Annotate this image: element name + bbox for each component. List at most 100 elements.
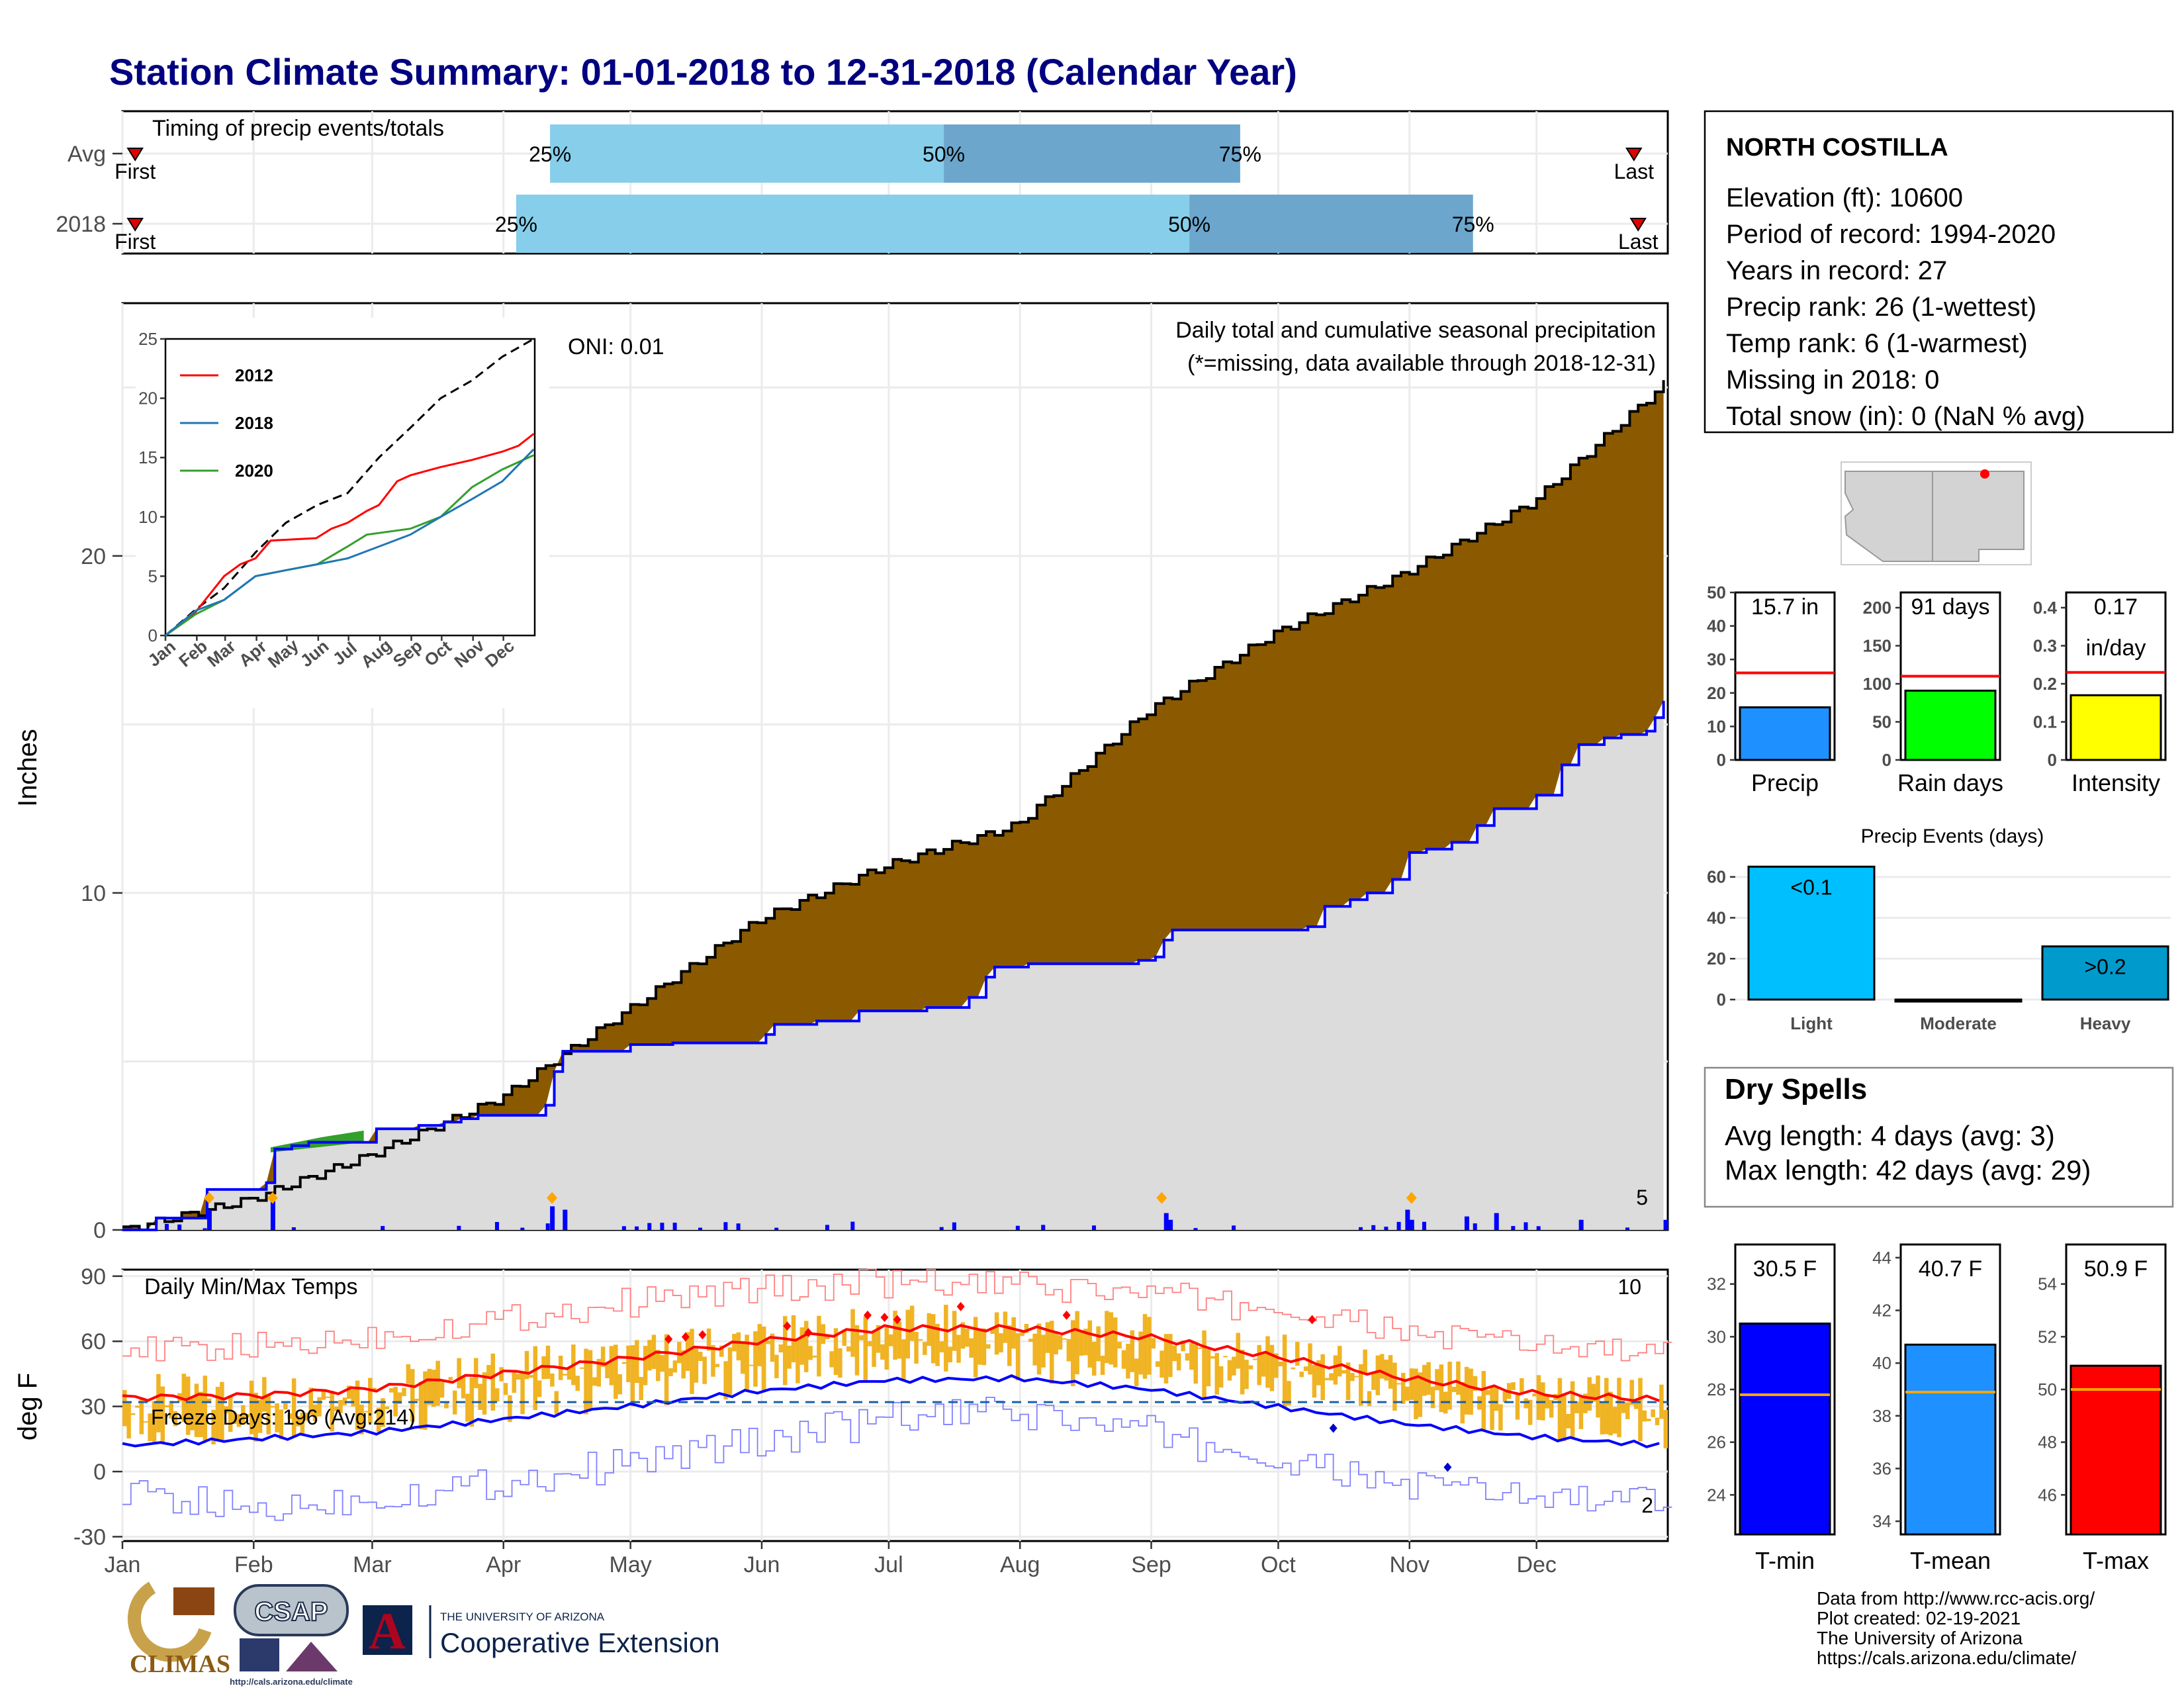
daily-temp-bar [677, 1342, 682, 1364]
station-info-line: Total snow (in): 0 (NaN % avg) [1726, 402, 2085, 431]
daily-temp-bar [1562, 1395, 1567, 1442]
daily-temp-bar [342, 1397, 347, 1405]
daily-temp-bar [494, 1388, 500, 1402]
daily-temp-bar [787, 1345, 792, 1369]
daily-temp-bar [664, 1334, 669, 1405]
record-high-marker [956, 1301, 965, 1311]
daily-temp-bar [973, 1317, 978, 1378]
inset-legend-label: 2020 [235, 461, 273, 481]
daily-temp-bar [1481, 1371, 1486, 1430]
station-info-line: Years in record: 27 [1726, 256, 1947, 285]
daily-temp-bar [1193, 1344, 1199, 1384]
daily-temp-bar [579, 1367, 584, 1369]
record-high-marker [664, 1334, 673, 1344]
daily-temp-bar [402, 1387, 406, 1397]
daily-precip-bar [1168, 1219, 1173, 1230]
daily-temp-bar [956, 1335, 961, 1363]
daily-temp-bar [969, 1338, 974, 1358]
daily-temp-bar [1659, 1384, 1664, 1419]
daily-temp-bar [1075, 1311, 1079, 1374]
daily-temp-bar [1633, 1399, 1639, 1409]
daily-temp-bar [948, 1346, 952, 1363]
first-event-label: First [114, 160, 156, 183]
month-label: Aug [1000, 1552, 1040, 1577]
daily-temp-bar [1414, 1368, 1418, 1419]
daily-temp-bar [1338, 1346, 1342, 1377]
daily-temp-bar [1091, 1342, 1097, 1376]
daily-temp-bar [126, 1401, 131, 1438]
inset-y-tick-label: 25 [138, 329, 158, 349]
daily-temp-bar [270, 1406, 275, 1408]
mini-y-tick-label: 10 [1707, 716, 1726, 736]
precip-event-marker [267, 1192, 278, 1204]
daily-precip-bar [1396, 1221, 1401, 1230]
events-bar-label: <0.1 [1790, 875, 1832, 899]
timing-pct-label: 50% [923, 142, 965, 166]
daily-temp-bar [385, 1406, 390, 1409]
daily-temp-bar [681, 1350, 686, 1379]
station-info-line: Missing in 2018: 0 [1726, 365, 1939, 395]
daily-temp-bar [1036, 1323, 1042, 1375]
last-event-marker [1625, 148, 1643, 162]
timing-pct-label: 75% [1219, 142, 1261, 166]
daily-temp-bar [135, 1405, 140, 1408]
daily-temp-bar [812, 1355, 817, 1358]
daily-temp-bar [224, 1406, 229, 1414]
daily-temp-bar [461, 1376, 466, 1399]
month-label: May [610, 1552, 652, 1577]
daily-temp-bar [164, 1405, 169, 1407]
daily-temp-bar [245, 1414, 250, 1417]
ua-logo: A THE UNIVERSITY OF ARIZONA Cooperative … [363, 1602, 720, 1660]
daily-temp-bar [1269, 1344, 1275, 1391]
daily-temp-bar [330, 1391, 334, 1432]
events-bar-label: >0.2 [2084, 955, 2126, 979]
daily-temp-bar [1469, 1368, 1473, 1415]
daily-temp-bar [715, 1364, 720, 1368]
daily-temp-bar [1621, 1401, 1626, 1413]
daily-precip-bar [850, 1221, 855, 1230]
daily-temp-bar [1024, 1323, 1029, 1333]
daily-precip-bar [1384, 1227, 1388, 1230]
dry-spells-frame [1704, 1066, 2174, 1208]
daily-temp-bar [1663, 1409, 1668, 1448]
temp-panel: -30 0 30 60 90 Daily Min/Max Temps deg F Fre… [13, 1264, 1672, 1550]
temp-bar-value: 50.9 F [2084, 1256, 2148, 1282]
daily-temp-bar [1345, 1362, 1351, 1401]
daily-temp-bar [143, 1421, 148, 1423]
daily-temp-bar [457, 1358, 461, 1389]
mini-y-tick-label: 200 [1863, 598, 1891, 618]
daily-temp-bar [1405, 1386, 1410, 1401]
daily-temp-bar [1447, 1361, 1452, 1410]
record-high-marker [893, 1315, 901, 1325]
daily-temp-bar [596, 1358, 601, 1387]
daily-temp-bar [1007, 1325, 1012, 1366]
daily-temp-bar [1087, 1320, 1093, 1368]
daily-temp-bar [228, 1395, 233, 1432]
daily-temp-bar [1494, 1386, 1499, 1411]
daily-temp-bar [635, 1340, 639, 1383]
daily-temp-bar [1303, 1366, 1308, 1371]
daily-temp-bar [825, 1336, 830, 1340]
daily-temp-bar [1189, 1342, 1194, 1370]
precip-y-tick-label: 20 [81, 544, 106, 569]
daily-temp-bar [872, 1331, 876, 1367]
mini-y-tick-label: 0.3 [2033, 636, 2057, 656]
daily-temp-bar [672, 1360, 678, 1373]
temp-bar-y-tick-label: 28 [1707, 1380, 1726, 1399]
daily-temp-bar [347, 1385, 351, 1399]
credit-line: Data from http://www.rcc-acis.org/ [1817, 1588, 2095, 1609]
daily-temp-bar [1545, 1395, 1549, 1409]
temp-y-label: deg F [13, 1373, 42, 1440]
daily-temp-bar [257, 1399, 263, 1433]
daily-precip-bar [825, 1225, 829, 1230]
csap-rain-block [240, 1638, 279, 1671]
daily-temp-bar [1168, 1334, 1173, 1378]
month-label: Dec [1516, 1552, 1556, 1577]
csap-cloud [234, 1584, 349, 1636]
daily-precip-bar [1359, 1227, 1363, 1230]
daily-temp-bar [884, 1327, 889, 1370]
daily-temp-bar [389, 1388, 394, 1393]
daily-temp-bar [690, 1329, 694, 1394]
daily-temp-bar [978, 1329, 982, 1365]
record-high-marker [1062, 1310, 1071, 1320]
